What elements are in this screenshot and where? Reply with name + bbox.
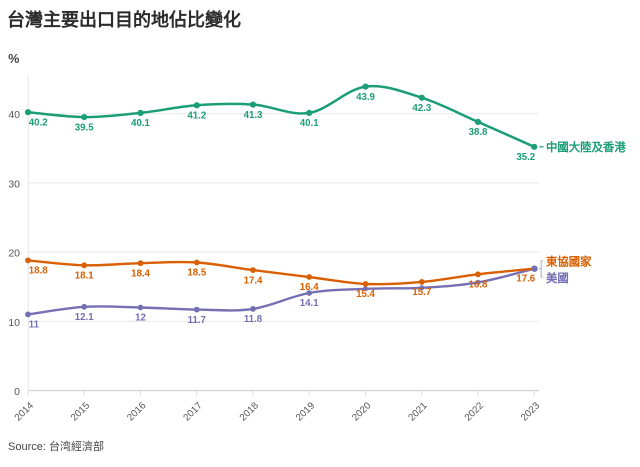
svg-text:11: 11 bbox=[29, 320, 40, 331]
svg-text:Source: 台湾經濟部: Source: 台湾經濟部 bbox=[8, 439, 104, 453]
svg-text:%: % bbox=[8, 52, 19, 66]
svg-text:38.8: 38.8 bbox=[469, 127, 488, 138]
svg-text:42.3: 42.3 bbox=[412, 103, 431, 114]
svg-text:16.8: 16.8 bbox=[469, 280, 488, 291]
svg-text:15.7: 15.7 bbox=[412, 287, 431, 298]
svg-text:0: 0 bbox=[14, 386, 20, 398]
svg-text:16.4: 16.4 bbox=[300, 282, 319, 293]
svg-text:20: 20 bbox=[8, 248, 20, 260]
svg-text:15.4: 15.4 bbox=[356, 289, 375, 300]
svg-text:12: 12 bbox=[135, 313, 146, 324]
svg-text:40.1: 40.1 bbox=[131, 118, 150, 129]
svg-text:東協國家: 東協國家 bbox=[545, 255, 592, 269]
svg-text:39.5: 39.5 bbox=[75, 122, 94, 133]
svg-text:14.1: 14.1 bbox=[300, 298, 319, 309]
svg-text:41.2: 41.2 bbox=[187, 111, 206, 122]
svg-text:18.1: 18.1 bbox=[75, 271, 94, 282]
svg-text:40.2: 40.2 bbox=[29, 117, 48, 128]
svg-text:18.4: 18.4 bbox=[131, 268, 150, 279]
svg-text:美國: 美國 bbox=[546, 271, 569, 285]
svg-text:43.9: 43.9 bbox=[356, 92, 375, 103]
svg-text:10: 10 bbox=[8, 317, 20, 329]
svg-text:中國大陸及香港: 中國大陸及香港 bbox=[546, 140, 626, 154]
svg-text:台灣主要出口目的地佔比變化: 台灣主要出口目的地佔比變化 bbox=[7, 9, 241, 30]
svg-text:40: 40 bbox=[8, 109, 20, 121]
svg-text:41.3: 41.3 bbox=[244, 110, 263, 121]
svg-text:18.8: 18.8 bbox=[29, 266, 48, 277]
svg-text:11.8: 11.8 bbox=[244, 314, 263, 325]
svg-text:40.1: 40.1 bbox=[300, 118, 319, 129]
svg-text:11.7: 11.7 bbox=[188, 315, 206, 326]
svg-text:30: 30 bbox=[8, 178, 20, 190]
svg-text:35.2: 35.2 bbox=[516, 152, 535, 163]
svg-text:17.4: 17.4 bbox=[244, 275, 263, 286]
svg-text:18.5: 18.5 bbox=[187, 268, 206, 279]
svg-text:17.6: 17.6 bbox=[516, 273, 535, 284]
svg-text:12.1: 12.1 bbox=[75, 312, 94, 323]
